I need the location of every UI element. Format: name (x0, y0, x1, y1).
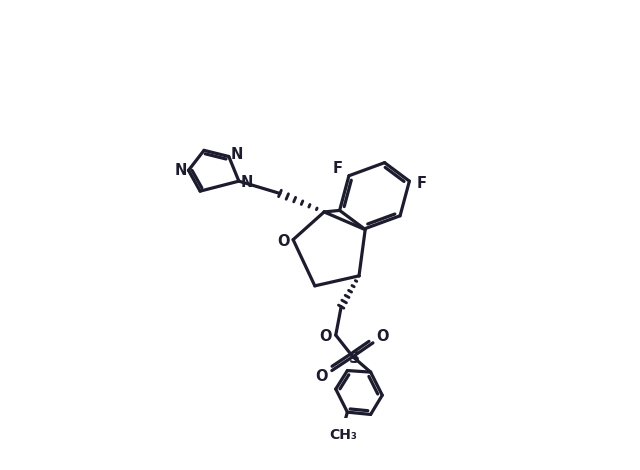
Text: F: F (417, 176, 427, 191)
Text: N: N (230, 148, 243, 163)
Text: S: S (349, 351, 360, 366)
Text: O: O (278, 234, 290, 249)
Text: O: O (315, 369, 327, 384)
Text: N: N (175, 163, 187, 178)
Text: O: O (319, 329, 332, 344)
Text: N: N (241, 175, 253, 190)
Text: F: F (333, 161, 343, 176)
Text: O: O (376, 329, 388, 344)
Text: CH₃: CH₃ (330, 428, 357, 442)
